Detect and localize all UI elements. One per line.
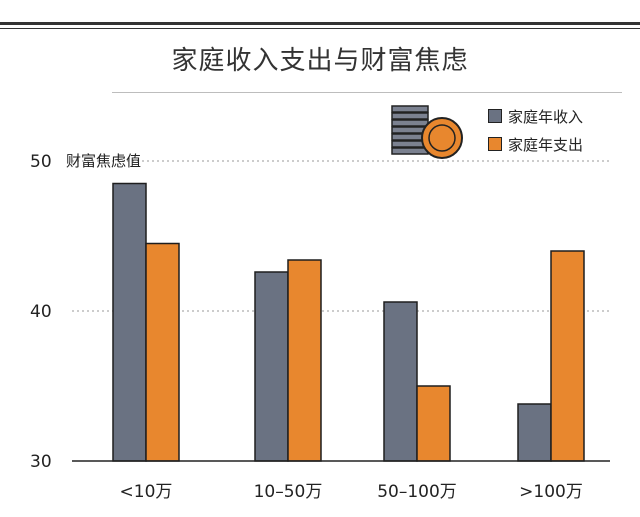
bars-layer <box>112 182 585 462</box>
legend: 家庭年收入 家庭年支出 <box>488 102 583 158</box>
legend-item-expense: 家庭年支出 <box>488 130 583 158</box>
chart-title: 家庭收入支出与财富焦虑 <box>171 46 469 76</box>
y-axis-label: 财富焦虑值 <box>66 152 142 170</box>
coin-stack-icon <box>391 105 463 159</box>
bar-expense <box>145 242 180 462</box>
y-tick-label: 30 <box>30 452 52 472</box>
bar-income <box>112 182 147 462</box>
x-tick-label: 10–50万 <box>254 482 323 502</box>
bar-income <box>383 301 418 462</box>
top-border-thick <box>0 22 640 25</box>
bar-expense <box>416 385 451 462</box>
x-tick-labels: <10万 10–50万 50–100万 >100万 <box>120 482 583 502</box>
bar-income <box>517 403 552 462</box>
y-tick-labels: 30 40 50 <box>30 152 52 472</box>
legend-swatch-income <box>488 109 502 123</box>
x-tick-label: >100万 <box>519 482 583 502</box>
x-tick-label: <10万 <box>120 482 173 502</box>
top-border-thin <box>0 28 640 29</box>
legend-item-income: 家庭年收入 <box>488 102 583 130</box>
title-divider <box>112 92 622 93</box>
x-tick-label: 50–100万 <box>377 482 457 502</box>
legend-label-income: 家庭年收入 <box>508 107 584 126</box>
y-tick-label: 40 <box>30 302 52 322</box>
bar-income <box>254 271 289 462</box>
legend-swatch-expense <box>488 137 502 151</box>
bar-expense <box>550 250 585 462</box>
bar-expense <box>287 259 322 462</box>
legend-label-expense: 家庭年支出 <box>508 135 584 154</box>
y-tick-label: 50 <box>30 152 52 172</box>
